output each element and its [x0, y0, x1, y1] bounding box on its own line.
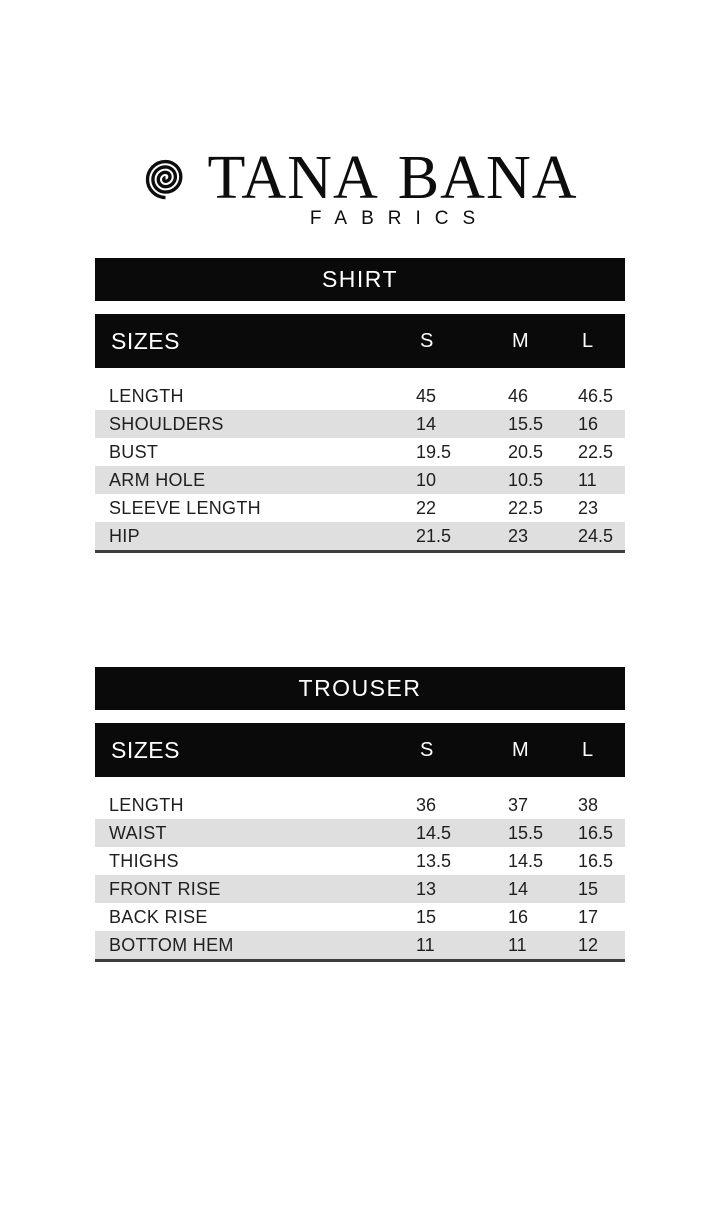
table-title: SHIRT: [321, 266, 399, 292]
brand-wordmark: TANA BANA FABRICS: [207, 144, 578, 230]
brand-name: TANA BANA: [207, 144, 578, 212]
table-row: LENGTH 45 46 46.5: [95, 382, 625, 410]
row-value-m: 14.5: [508, 850, 544, 871]
row-label: LENGTH: [109, 385, 184, 406]
row-value-s: 21.5: [416, 525, 452, 546]
row-value-s: 14: [416, 413, 437, 434]
row-value-m: 14: [508, 878, 529, 899]
row-label: BUST: [109, 441, 159, 462]
row-value-s: 13.5: [416, 850, 452, 871]
row-value-m: 46: [508, 385, 529, 406]
row-value-l: 11: [578, 469, 597, 490]
row-value-m: 22.5: [508, 497, 544, 518]
brand-logo: TANA BANA FABRICS: [0, 144, 720, 230]
trouser-title-bar: TROUSER: [95, 667, 625, 710]
column-header-l: L: [582, 738, 594, 761]
row-label: THIGHS: [109, 850, 179, 871]
row-value-s: 22: [416, 497, 437, 518]
sizes-label: SIZES: [111, 327, 180, 354]
row-label: BOTTOM HEM: [109, 934, 234, 955]
shirt-measurement-rows: LENGTH 45 46 46.5 SHOULDERS 14 15.5 16 B…: [95, 382, 625, 553]
row-value-m: 15.5: [508, 822, 544, 843]
table-row: LENGTH 36 37 38: [95, 791, 625, 819]
row-value-m: 15.5: [508, 413, 544, 434]
row-value-s: 19.5: [416, 441, 452, 462]
table-row: THIGHS 13.5 14.5 16.5: [95, 847, 625, 875]
spiral-icon: [145, 159, 182, 200]
column-header-l: L: [582, 329, 594, 352]
table-row: HIP 21.5 23 24.5: [95, 522, 625, 550]
row-value-l: 16.5: [578, 822, 614, 843]
row-value-s: 13: [416, 878, 437, 899]
row-value-l: 15: [578, 878, 599, 899]
row-value-s: 36: [416, 794, 437, 815]
shirt-sizes-header-bar: SIZES S M L: [95, 314, 625, 368]
table-row: BACK RISE 15 16 17: [95, 903, 625, 931]
row-label: FRONT RISE: [109, 878, 221, 899]
table-row: ARM HOLE 10 10.5 11: [95, 466, 625, 494]
column-header-s: S: [420, 738, 434, 761]
row-value-m: 10.5: [508, 469, 544, 490]
row-label: WAIST: [109, 822, 167, 843]
table-row: SHOULDERS 14 15.5 16: [95, 410, 625, 438]
row-label: SHOULDERS: [109, 413, 224, 434]
row-value-l: 23: [578, 497, 599, 518]
row-label: ARM HOLE: [109, 469, 206, 490]
sizes-label: SIZES: [111, 736, 180, 763]
row-value-s: 11: [416, 934, 435, 955]
table-row: FRONT RISE 13 14 15: [95, 875, 625, 903]
table-row: BOTTOM HEM 11 11 12: [95, 931, 625, 959]
trouser-measurement-rows: LENGTH 36 37 38 WAIST 14.5 15.5 16.5 THI…: [95, 791, 625, 962]
table-title: TROUSER: [298, 675, 422, 701]
row-value-m: 11: [508, 934, 527, 955]
row-value-l: 17: [578, 906, 599, 927]
row-value-m: 37: [508, 794, 529, 815]
table-row: BUST 19.5 20.5 22.5: [95, 438, 625, 466]
brand-subtitle: FABRICS: [309, 208, 490, 229]
row-label: HIP: [109, 525, 140, 546]
row-value-l: 16.5: [578, 850, 614, 871]
row-value-s: 15: [416, 906, 437, 927]
row-value-m: 16: [508, 906, 529, 927]
row-value-l: 22.5: [578, 441, 614, 462]
row-value-l: 46.5: [578, 385, 614, 406]
row-value-s: 14.5: [416, 822, 452, 843]
row-label: SLEEVE LENGTH: [109, 497, 261, 518]
row-value-m: 23: [508, 525, 529, 546]
row-value-l: 38: [578, 794, 599, 815]
row-label: BACK RISE: [109, 906, 208, 927]
table-row: SLEEVE LENGTH 22 22.5 23: [95, 494, 625, 522]
table-row: WAIST 14.5 15.5 16.5: [95, 819, 625, 847]
trouser-sizes-header-bar: SIZES S M L: [95, 723, 625, 777]
row-value-l: 12: [578, 934, 599, 955]
column-header-m: M: [512, 329, 530, 352]
row-value-s: 45: [416, 385, 437, 406]
row-value-l: 16: [578, 413, 599, 434]
shirt-size-chart: SHIRT SIZES S M L LENGTH 45 46 46.5 SHOU…: [95, 258, 625, 553]
column-header-m: M: [512, 738, 530, 761]
row-label: LENGTH: [109, 794, 184, 815]
column-header-s: S: [420, 329, 434, 352]
trouser-size-chart: TROUSER SIZES S M L LENGTH 36 37 38 WAIS…: [95, 667, 625, 962]
row-value-s: 10: [416, 469, 437, 490]
shirt-title-bar: SHIRT: [95, 258, 625, 301]
row-value-m: 20.5: [508, 441, 544, 462]
row-value-l: 24.5: [578, 525, 614, 546]
